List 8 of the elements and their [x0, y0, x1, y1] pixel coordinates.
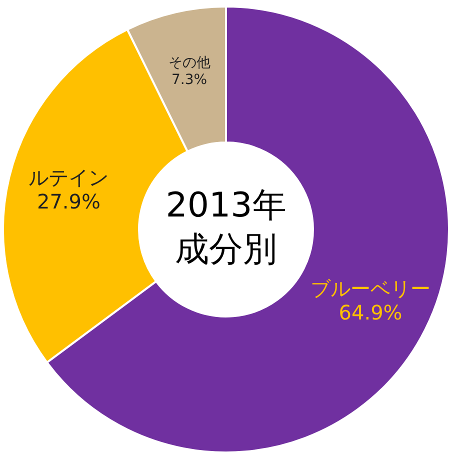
text: 2013年 [166, 185, 286, 226]
data-label: 64.9% [338, 300, 402, 324]
data-label: 7.3% [171, 72, 208, 88]
slice-label: ルテイン [28, 166, 109, 190]
slice-label: ブルーベリー [310, 276, 431, 300]
slice-label: その他 [168, 55, 210, 72]
text: 成分別 [175, 229, 277, 270]
data-label: 27.9% [36, 190, 101, 214]
